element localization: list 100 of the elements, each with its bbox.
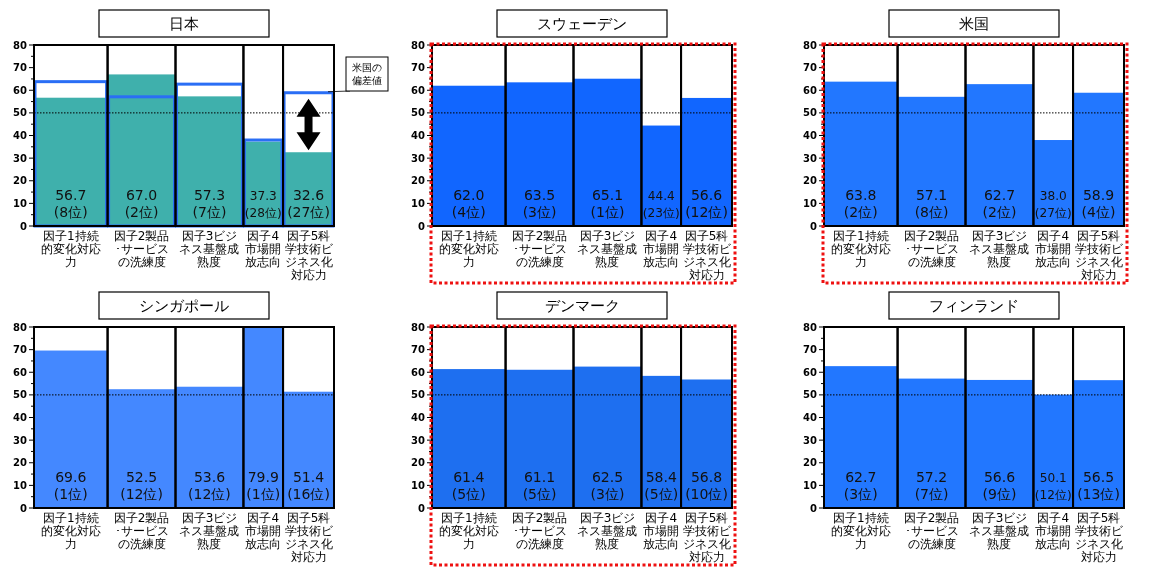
x-tick-label: 因子1持続的変化対応力 bbox=[40, 229, 101, 269]
y-tick-label: 70 bbox=[803, 344, 818, 356]
y-tick-label: 30 bbox=[13, 434, 28, 446]
x-tick-label: 因子4市場開放志向 bbox=[643, 229, 680, 269]
y-tick-label: 0 bbox=[20, 502, 28, 514]
y-tick-label: 60 bbox=[13, 366, 28, 378]
y-tick-label: 50 bbox=[803, 107, 818, 119]
x-tick-label: 因子4市場開放志向 bbox=[245, 229, 282, 269]
x-tick-label: 因子5科学技術ビジネス化対応力 bbox=[1074, 229, 1124, 282]
y-tick-label: 0 bbox=[20, 220, 28, 232]
y-tick-label: 70 bbox=[13, 62, 28, 74]
y-tick-label: 40 bbox=[411, 130, 426, 141]
y-tick-label: 70 bbox=[803, 62, 818, 74]
x-tick-label: 因子3ビジネス基盤成熟度 bbox=[179, 229, 240, 269]
x-tick-label: 因子5科学技術ビジネス化対応力 bbox=[1074, 511, 1124, 564]
x-tick-label: 因子1持続的変化対応力 bbox=[438, 511, 499, 551]
y-tick-label: 60 bbox=[411, 366, 426, 378]
x-tick-label: 因子1持続的変化対応力 bbox=[40, 511, 101, 551]
y-tick-label: 50 bbox=[803, 389, 818, 401]
chart-title: 米国 bbox=[959, 15, 989, 33]
x-tick-label: 因子4市場開放志向 bbox=[643, 511, 680, 551]
x-tick-label: 因子5科学技術ビジネス化対応力 bbox=[284, 229, 334, 282]
x-tick-label: 因子2製品･サービスの洗練度 bbox=[511, 229, 568, 269]
y-tick-label: 40 bbox=[13, 130, 28, 141]
x-tick-label: 因子2製品･サービスの洗練度 bbox=[113, 511, 170, 551]
y-tick-label: 30 bbox=[803, 152, 818, 164]
chart-title: シンガポール bbox=[139, 297, 229, 315]
y-tick-label: 80 bbox=[13, 321, 28, 333]
data-label: 50.1 (12位) bbox=[1034, 471, 1072, 502]
y-tick-label: 0 bbox=[810, 502, 818, 514]
data-label: 63.5 (3位) bbox=[522, 187, 557, 220]
data-label: 32.6 (27位) bbox=[287, 187, 330, 220]
y-tick-label: 20 bbox=[13, 457, 28, 469]
data-label: 79.9 (1位) bbox=[246, 469, 281, 502]
y-tick-label: 10 bbox=[411, 479, 426, 491]
x-tick-label: 因子1持続的変化対応力 bbox=[830, 511, 891, 551]
y-tick-label: 80 bbox=[13, 39, 28, 51]
y-tick-label: 20 bbox=[803, 175, 818, 187]
x-tick-label: 因子4市場開放志向 bbox=[1035, 229, 1072, 269]
y-tick-label: 60 bbox=[13, 84, 28, 96]
data-label: 62.0 (4位) bbox=[451, 187, 486, 220]
y-tick-label: 60 bbox=[803, 84, 818, 96]
y-tick-label: 70 bbox=[13, 344, 28, 356]
y-tick-label: 20 bbox=[13, 175, 28, 187]
y-tick-label: 30 bbox=[13, 152, 28, 164]
x-tick-label: 因子2製品･サービスの洗練度 bbox=[903, 229, 960, 269]
y-tick-label: 30 bbox=[411, 434, 426, 446]
y-tick-label: 50 bbox=[13, 107, 28, 119]
y-tick-label: 40 bbox=[13, 412, 28, 423]
chart-title: 日本 bbox=[169, 15, 199, 33]
y-tick-label: 80 bbox=[411, 321, 426, 333]
y-tick-label: 60 bbox=[411, 84, 426, 96]
x-tick-label: 因子2製品･サービスの洗練度 bbox=[113, 229, 170, 269]
data-label: 61.1 (5位) bbox=[522, 469, 557, 502]
data-label: 65.1 (1位) bbox=[590, 187, 625, 220]
y-tick-label: 70 bbox=[411, 62, 426, 74]
chart-title: フィンランド bbox=[929, 297, 1019, 315]
y-tick-label: 40 bbox=[411, 412, 426, 423]
data-label: 44.4 (23位) bbox=[642, 189, 680, 220]
data-label: 56.8 (10位) bbox=[685, 469, 728, 502]
x-tick-label: 因子2製品･サービスの洗練度 bbox=[903, 511, 960, 551]
data-label: 51.4 (16位) bbox=[287, 469, 330, 502]
x-tick-label: 因子5科学技術ビジネス化対応力 bbox=[284, 511, 334, 564]
y-tick-label: 10 bbox=[13, 197, 28, 209]
y-tick-label: 10 bbox=[13, 479, 28, 491]
y-tick-label: 20 bbox=[803, 457, 818, 469]
data-label: 61.4 (5位) bbox=[451, 469, 486, 502]
x-tick-label: 因子1持続的変化対応力 bbox=[830, 229, 891, 269]
x-tick-label: 因子3ビジネス基盤成熟度 bbox=[577, 511, 638, 551]
data-label: 37.3 (28位) bbox=[244, 189, 282, 220]
data-label: 62.5 (3位) bbox=[590, 469, 625, 502]
data-label: 56.5 (13位) bbox=[1077, 469, 1120, 502]
data-label: 56.6 (12位) bbox=[685, 187, 728, 220]
data-label: 53.6 (12位) bbox=[188, 469, 231, 502]
x-tick-label: 因子4市場開放志向 bbox=[245, 511, 282, 551]
data-label: 62.7 (3位) bbox=[843, 469, 878, 502]
text: 米国の偏差値 bbox=[352, 62, 382, 86]
chart-title: デンマーク bbox=[544, 297, 620, 315]
data-label: 63.8 (2位) bbox=[843, 187, 878, 220]
y-tick-label: 40 bbox=[803, 130, 818, 141]
y-tick-label: 30 bbox=[411, 152, 426, 164]
data-label: 56.7 (8位) bbox=[53, 187, 88, 220]
y-tick-label: 80 bbox=[803, 39, 818, 51]
y-tick-label: 20 bbox=[411, 457, 426, 469]
y-tick-label: 20 bbox=[411, 175, 426, 187]
x-tick-label: 因子3ビジネス基盤成熟度 bbox=[179, 511, 240, 551]
x-tick-label: 因子3ビジネス基盤成熟度 bbox=[969, 511, 1030, 551]
data-label: 57.1 (8位) bbox=[914, 187, 949, 220]
y-tick-label: 0 bbox=[810, 220, 818, 232]
y-tick-label: 10 bbox=[803, 197, 818, 209]
data-label: 69.6 (1位) bbox=[53, 469, 88, 502]
data-label: 57.2 (7位) bbox=[914, 469, 949, 502]
x-tick-label: 因子1持続的変化対応力 bbox=[438, 229, 499, 269]
data-label: 62.7 (2位) bbox=[982, 187, 1017, 220]
y-tick-label: 10 bbox=[803, 479, 818, 491]
data-label: 38.0 (27位) bbox=[1034, 189, 1072, 220]
y-tick-label: 10 bbox=[411, 197, 426, 209]
x-tick-label: 因子5科学技術ビジネス化対応力 bbox=[682, 229, 732, 282]
y-tick-label: 30 bbox=[803, 434, 818, 446]
x-tick-label: 因子4市場開放志向 bbox=[1035, 511, 1072, 551]
